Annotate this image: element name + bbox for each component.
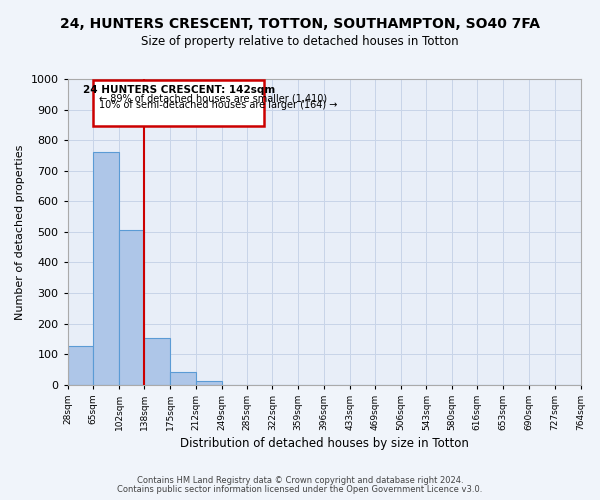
Text: 10% of semi-detached houses are larger (164) →: 10% of semi-detached houses are larger (… [99, 100, 337, 110]
Text: ← 89% of detached houses are smaller (1,410): ← 89% of detached houses are smaller (1,… [99, 93, 327, 103]
Bar [170, 372, 196, 384]
Text: 24 HUNTERS CRESCENT: 142sqm: 24 HUNTERS CRESCENT: 142sqm [83, 85, 275, 95]
Y-axis label: Number of detached properties: Number of detached properties [15, 144, 25, 320]
Text: Size of property relative to detached houses in Totton: Size of property relative to detached ho… [141, 35, 459, 48]
Bar [94, 152, 119, 384]
Bar [119, 230, 144, 384]
Bar [196, 381, 221, 384]
X-axis label: Distribution of detached houses by size in Totton: Distribution of detached houses by size … [179, 437, 469, 450]
FancyBboxPatch shape [94, 80, 264, 126]
Text: 24, HUNTERS CRESCENT, TOTTON, SOUTHAMPTON, SO40 7FA: 24, HUNTERS CRESCENT, TOTTON, SOUTHAMPTO… [60, 18, 540, 32]
Bar [68, 346, 94, 385]
Bar [144, 338, 170, 384]
Text: Contains public sector information licensed under the Open Government Licence v3: Contains public sector information licen… [118, 485, 482, 494]
Text: Contains HM Land Registry data © Crown copyright and database right 2024.: Contains HM Land Registry data © Crown c… [137, 476, 463, 485]
